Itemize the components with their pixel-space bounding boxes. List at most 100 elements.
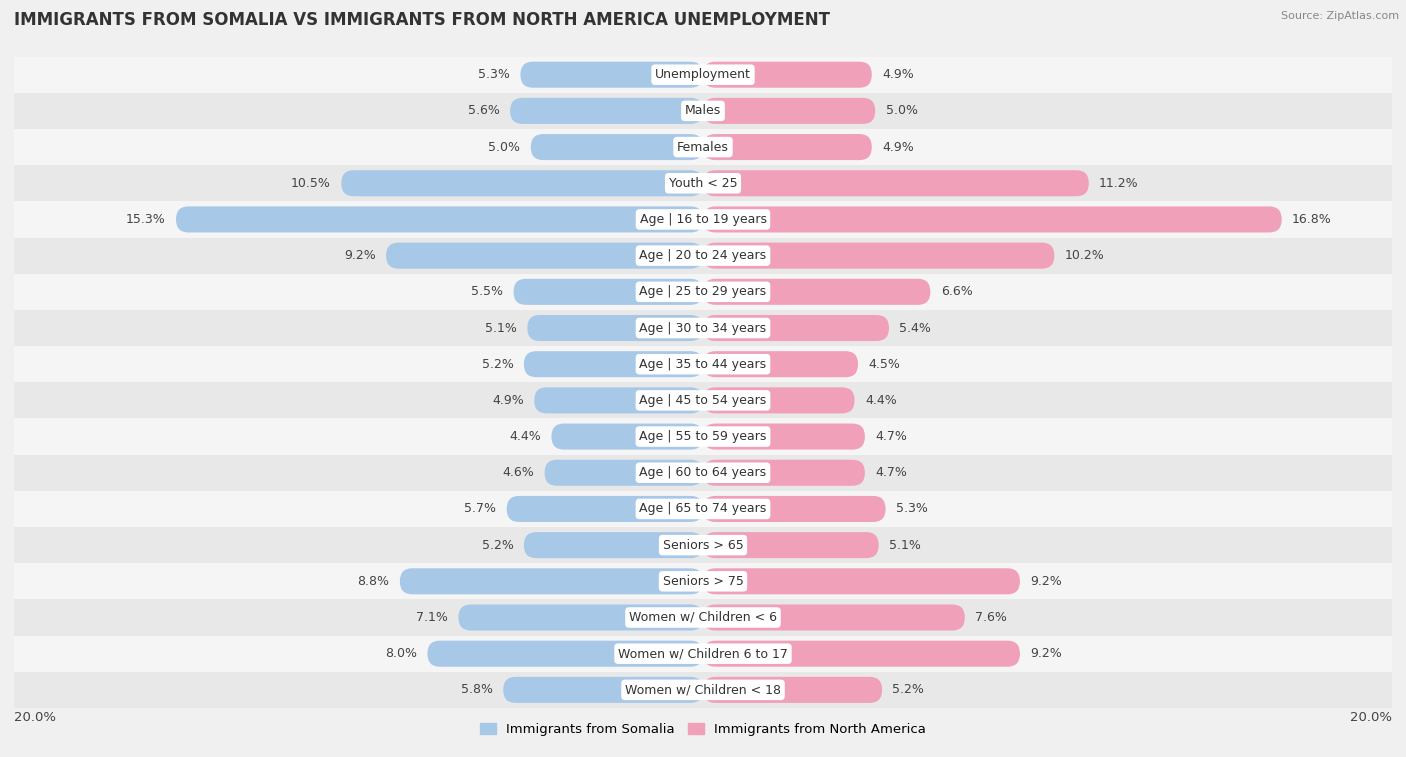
Bar [14,310,1392,346]
Text: Age | 25 to 29 years: Age | 25 to 29 years [640,285,766,298]
Text: 10.5%: 10.5% [291,177,330,190]
Text: 4.4%: 4.4% [509,430,541,443]
FancyBboxPatch shape [703,640,1019,667]
Bar [14,57,1392,93]
FancyBboxPatch shape [703,496,886,522]
Text: 5.0%: 5.0% [488,141,520,154]
Text: Women w/ Children < 18: Women w/ Children < 18 [626,684,780,696]
Bar [14,563,1392,600]
Bar [14,274,1392,310]
Bar [14,671,1392,708]
FancyBboxPatch shape [703,279,931,305]
Text: IMMIGRANTS FROM SOMALIA VS IMMIGRANTS FROM NORTH AMERICA UNEMPLOYMENT: IMMIGRANTS FROM SOMALIA VS IMMIGRANTS FR… [14,11,830,30]
FancyBboxPatch shape [399,569,703,594]
Text: 6.6%: 6.6% [941,285,973,298]
FancyBboxPatch shape [703,98,875,124]
Text: 9.2%: 9.2% [1031,575,1062,587]
FancyBboxPatch shape [703,315,889,341]
Bar [14,455,1392,491]
FancyBboxPatch shape [703,207,1282,232]
FancyBboxPatch shape [513,279,703,305]
FancyBboxPatch shape [703,134,872,160]
Bar [14,201,1392,238]
FancyBboxPatch shape [703,677,882,703]
FancyBboxPatch shape [458,605,703,631]
Text: 5.7%: 5.7% [464,503,496,516]
Bar [14,419,1392,455]
Text: 9.2%: 9.2% [344,249,375,262]
Bar [14,129,1392,165]
Text: 8.0%: 8.0% [385,647,418,660]
Text: 4.7%: 4.7% [875,430,907,443]
Text: 4.9%: 4.9% [882,68,914,81]
FancyBboxPatch shape [503,677,703,703]
Text: Age | 35 to 44 years: Age | 35 to 44 years [640,358,766,371]
Bar [14,165,1392,201]
Text: Females: Females [678,141,728,154]
Text: 7.6%: 7.6% [976,611,1007,624]
FancyBboxPatch shape [510,98,703,124]
Text: Seniors > 65: Seniors > 65 [662,539,744,552]
Bar [14,93,1392,129]
Text: 5.0%: 5.0% [886,104,918,117]
Text: 20.0%: 20.0% [1350,711,1392,724]
Text: 4.5%: 4.5% [869,358,900,371]
Text: 5.2%: 5.2% [482,539,513,552]
Text: 20.0%: 20.0% [14,711,56,724]
Text: 5.5%: 5.5% [471,285,503,298]
FancyBboxPatch shape [176,207,703,232]
Text: 11.2%: 11.2% [1099,177,1139,190]
Text: 7.1%: 7.1% [416,611,449,624]
Bar [14,600,1392,636]
Text: Age | 60 to 64 years: Age | 60 to 64 years [640,466,766,479]
FancyBboxPatch shape [427,640,703,667]
FancyBboxPatch shape [703,423,865,450]
FancyBboxPatch shape [527,315,703,341]
Text: Males: Males [685,104,721,117]
Text: Age | 20 to 24 years: Age | 20 to 24 years [640,249,766,262]
FancyBboxPatch shape [524,351,703,377]
Bar [14,636,1392,671]
FancyBboxPatch shape [551,423,703,450]
Text: Women w/ Children 6 to 17: Women w/ Children 6 to 17 [619,647,787,660]
FancyBboxPatch shape [520,61,703,88]
Text: 16.8%: 16.8% [1292,213,1331,226]
FancyBboxPatch shape [531,134,703,160]
Text: Age | 65 to 74 years: Age | 65 to 74 years [640,503,766,516]
Text: 5.6%: 5.6% [468,104,499,117]
FancyBboxPatch shape [534,388,703,413]
Text: 5.1%: 5.1% [485,322,517,335]
FancyBboxPatch shape [703,61,872,88]
Text: 5.4%: 5.4% [900,322,931,335]
FancyBboxPatch shape [387,242,703,269]
Text: 5.3%: 5.3% [896,503,928,516]
FancyBboxPatch shape [524,532,703,558]
Text: 9.2%: 9.2% [1031,647,1062,660]
FancyBboxPatch shape [703,388,855,413]
Bar [14,382,1392,419]
Text: 5.8%: 5.8% [461,684,494,696]
Text: Age | 16 to 19 years: Age | 16 to 19 years [640,213,766,226]
Text: Women w/ Children < 6: Women w/ Children < 6 [628,611,778,624]
Bar [14,346,1392,382]
Text: 4.9%: 4.9% [882,141,914,154]
Text: 4.9%: 4.9% [492,394,524,407]
Text: Seniors > 75: Seniors > 75 [662,575,744,587]
FancyBboxPatch shape [703,351,858,377]
Text: 5.2%: 5.2% [482,358,513,371]
FancyBboxPatch shape [703,569,1019,594]
Text: 4.6%: 4.6% [502,466,534,479]
Text: 5.3%: 5.3% [478,68,510,81]
Text: 15.3%: 15.3% [127,213,166,226]
Text: Unemployment: Unemployment [655,68,751,81]
FancyBboxPatch shape [703,605,965,631]
Text: 8.8%: 8.8% [357,575,389,587]
FancyBboxPatch shape [703,459,865,486]
FancyBboxPatch shape [342,170,703,196]
Text: Age | 30 to 34 years: Age | 30 to 34 years [640,322,766,335]
Text: 5.2%: 5.2% [893,684,924,696]
Text: Source: ZipAtlas.com: Source: ZipAtlas.com [1281,11,1399,21]
Legend: Immigrants from Somalia, Immigrants from North America: Immigrants from Somalia, Immigrants from… [474,718,932,741]
Text: Age | 45 to 54 years: Age | 45 to 54 years [640,394,766,407]
Bar [14,238,1392,274]
